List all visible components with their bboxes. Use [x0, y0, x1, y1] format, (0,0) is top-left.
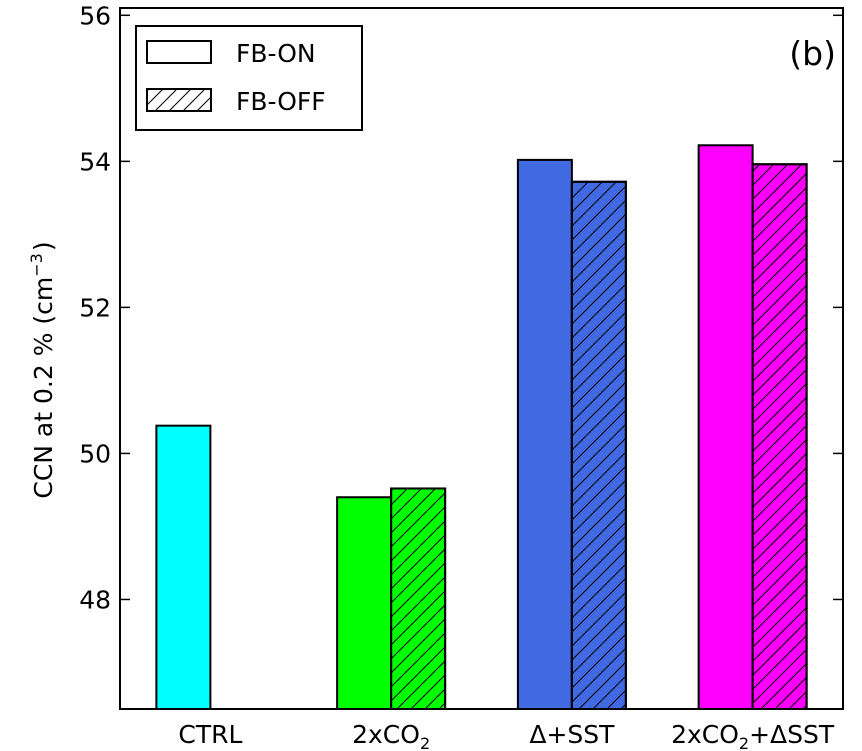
y-tick-label: 54 — [79, 147, 111, 176]
legend-label-fb-on: FB-ON — [236, 39, 316, 68]
bar-fb-on-0 — [155, 424, 212, 710]
bar-hatch-1 — [390, 487, 447, 710]
x-tick-label: CTRL — [178, 720, 242, 749]
x-tick-label: 2xCO2 — [352, 720, 430, 751]
bar-hatch-3 — [751, 163, 808, 710]
legend-label-fb-off: FB-OFF — [236, 87, 326, 116]
bar-fb-on-2 — [516, 158, 573, 710]
bar-fb-on-1 — [336, 496, 393, 711]
y-axis-title-close: ) — [29, 241, 58, 251]
x-tick-label: 2xCO2+ΔSST — [671, 720, 835, 751]
legend: FB-ON FB-OFF — [135, 25, 363, 131]
y-axis-title-exponent: −3 — [27, 253, 46, 277]
y-ticks-group: 48 50 52 54 56 — [79, 1, 843, 614]
legend-swatch-fb-off — [146, 88, 212, 112]
y-axis-title: CCN at 0.2 % (cm−3) — [27, 241, 58, 498]
y-tick-label: 52 — [79, 293, 111, 322]
bar-hatch-2 — [570, 180, 627, 710]
y-tick-label: 50 — [79, 439, 111, 468]
bar-fb-on-3 — [697, 144, 754, 710]
y-tick-label: 56 — [79, 1, 111, 30]
panel-label: (b) — [789, 34, 836, 73]
bars-group — [155, 144, 808, 711]
x-tick-label: Δ+SST — [529, 720, 615, 749]
plot-frame — [119, 7, 844, 710]
y-tick-label: 48 — [79, 585, 111, 614]
y-axis-title-text: CCN at 0.2 % (cm — [29, 277, 58, 499]
legend-swatch-fb-on — [146, 40, 212, 64]
x-ticks-group: CTRL 2xCO2 Δ+SST 2xCO2+ΔSST — [178, 699, 835, 751]
